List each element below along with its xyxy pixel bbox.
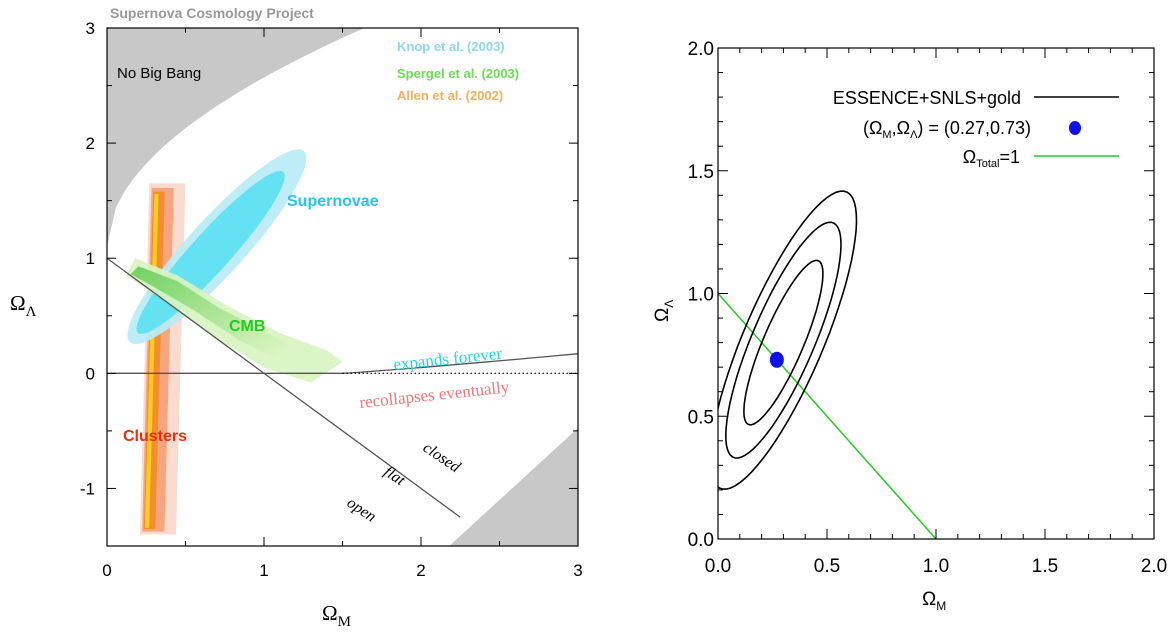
- right-y-tick-label: 1.5: [688, 162, 714, 183]
- svg-text:ΩΛ: ΩΛ: [10, 291, 37, 320]
- svg-text:ΩM: ΩM: [922, 589, 946, 613]
- right-panel: 0.0 0.5 1.0 1.5 2.0 0.0 0.5 1.0 1.5 2.0 ESSENCE+S…: [652, 39, 1167, 613]
- left-panel: Supernova Cosmology Project 0 1 2 3 -1 0 1 2 3 N…: [10, 5, 583, 630]
- best-fit-point: [769, 351, 784, 368]
- flat-universe-line: [107, 257, 461, 518]
- right-plot-area: [718, 190, 937, 539]
- omega-total-line: [718, 293, 937, 539]
- confidence-contour-1: [743, 259, 824, 426]
- legend-knop: Knop et al. (2003): [397, 39, 505, 54]
- supernovae-label: Supernovae: [287, 193, 379, 210]
- clusters-label: Clusters: [123, 428, 187, 445]
- cmb-contour-inner: [130, 266, 296, 360]
- left-x-tick-label: 0: [102, 561, 111, 580]
- right-x-tick-label: 0.0: [705, 556, 731, 577]
- left-y-tick-label: 2: [86, 134, 95, 153]
- right-y-tick-label: 2.0: [688, 39, 714, 60]
- right-x-tick-label: 2.0: [1141, 556, 1167, 577]
- right-legend: ESSENCE+SNLS+gold (ΩM,ΩΛ) = (0.27,0.73) …: [833, 88, 1119, 170]
- legend-omega-total: ΩTotal=1: [963, 147, 1020, 170]
- left-x-axis-label: ΩM: [322, 601, 351, 630]
- legend-spergel: Spergel et al. (2003): [397, 66, 519, 81]
- right-y-axis-label: ΩΛ: [652, 300, 676, 322]
- right-x-tick-label: 1.5: [1032, 556, 1058, 577]
- left-y-tick-label: -1: [80, 479, 95, 498]
- project-header: Supernova Cosmology Project: [110, 5, 314, 21]
- flat-label: flat: [381, 463, 409, 489]
- no-big-bang-region: [107, 28, 365, 247]
- legend-essence: ESSENCE+SNLS+gold: [833, 88, 1021, 108]
- cmb-label: CMB: [229, 318, 265, 335]
- expands-forever-label: expands forever: [392, 344, 503, 374]
- svg-text:ΩΛ: ΩΛ: [652, 300, 676, 322]
- right-axis-ticks: 0.0 0.5 1.0 1.5 2.0 0.0 0.5 1.0 1.5 2.0: [688, 39, 1168, 577]
- right-x-axis-label: ΩM: [922, 589, 946, 613]
- left-y-axis-label: ΩΛ: [10, 291, 37, 320]
- right-x-tick-label: 1.0: [923, 556, 949, 577]
- legend-bestfit: (ΩM,ΩΛ) = (0.27,0.73): [863, 118, 1031, 141]
- right-y-tick-label: 1.0: [688, 285, 714, 306]
- confidence-contour-3: [718, 190, 858, 490]
- left-y-tick-label: 3: [86, 19, 95, 38]
- left-y-tick-label: 0: [86, 364, 95, 383]
- left-x-tick-label: 3: [573, 561, 582, 580]
- legend-bestfit-dot: [1069, 121, 1081, 135]
- right-y-tick-label: 0.5: [688, 407, 714, 428]
- left-axis-ticks: 0 1 2 3 -1 0 1 2 3: [80, 19, 583, 580]
- legend-allen: Allen et al. (2002): [397, 88, 503, 103]
- closed-label: closed: [420, 439, 464, 477]
- left-contours: [125, 149, 343, 535]
- right-contours: [718, 190, 858, 490]
- right-y-tick-label: 0.0: [688, 530, 714, 551]
- open-label: open: [344, 494, 379, 525]
- left-plot-area: [107, 28, 578, 546]
- no-big-bang-label: No Big Bang: [117, 65, 201, 82]
- right-x-tick-label: 0.5: [814, 556, 840, 577]
- left-x-tick-label: 2: [416, 561, 425, 580]
- recollapses-label: recollapses eventually: [358, 377, 510, 412]
- confidence-contour-2: [724, 221, 842, 459]
- left-x-tick-label: 1: [259, 561, 268, 580]
- left-y-tick-label: 1: [86, 249, 95, 268]
- svg-text:ΩM: ΩM: [322, 601, 351, 630]
- recollapse-region: [449, 428, 578, 546]
